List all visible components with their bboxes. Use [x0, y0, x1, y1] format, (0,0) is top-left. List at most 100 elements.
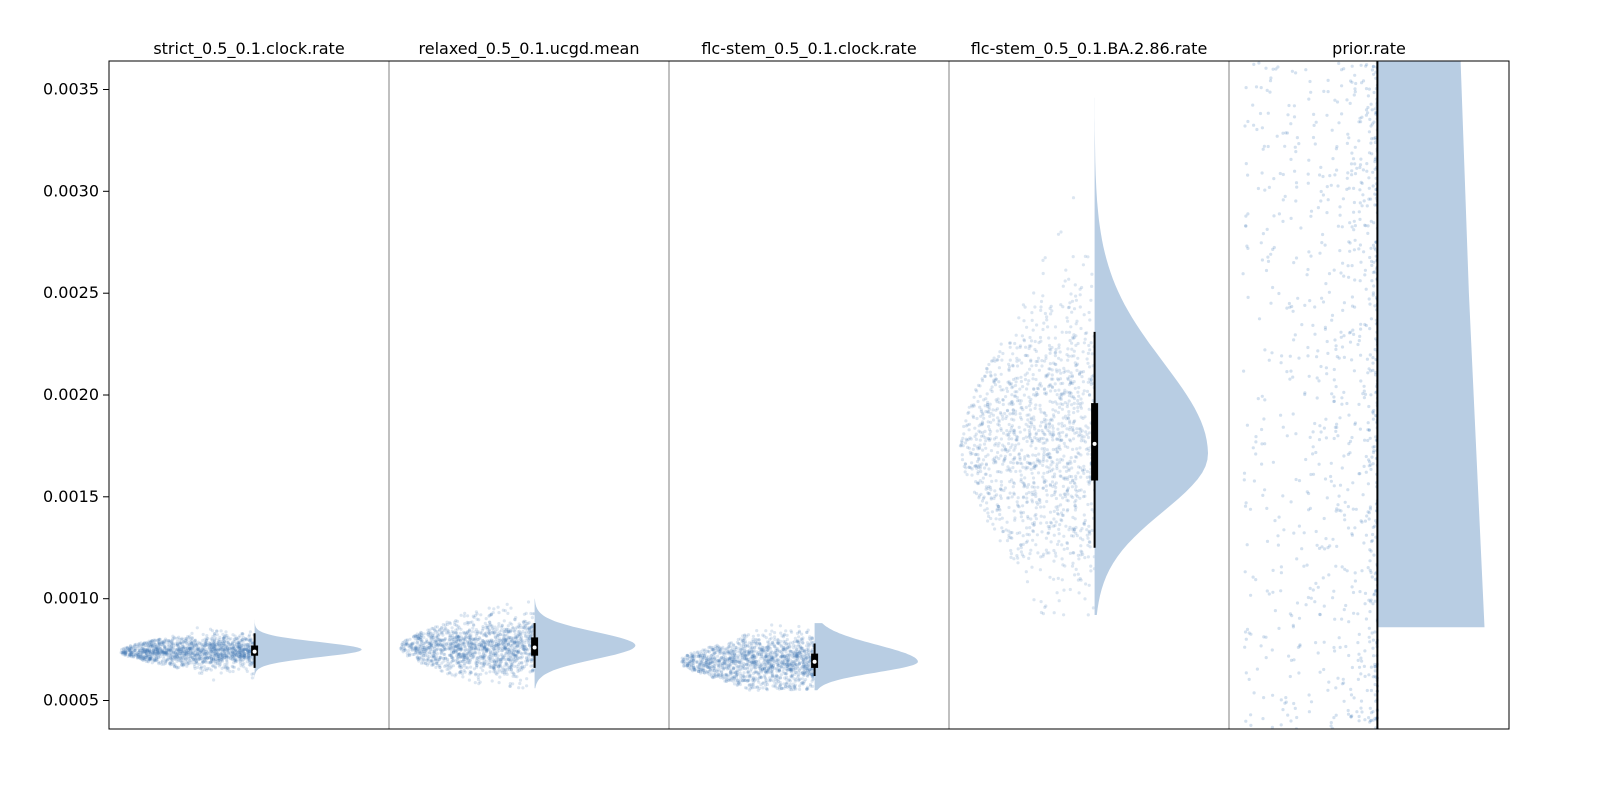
strip-point	[763, 674, 766, 677]
strip-point	[249, 641, 252, 644]
strip-point	[1058, 435, 1061, 438]
strip-point	[1005, 415, 1008, 418]
strip-point	[717, 673, 720, 676]
strip-point	[716, 655, 719, 658]
strip-point	[1035, 506, 1038, 509]
strip-point	[732, 667, 735, 670]
strip-point	[1077, 395, 1080, 398]
strip-point	[247, 656, 250, 659]
strip-point	[492, 611, 495, 614]
panel-3	[680, 623, 918, 692]
strip-point	[493, 631, 496, 634]
strip-point	[194, 642, 197, 645]
strip-point	[770, 650, 773, 653]
panel-1	[120, 609, 362, 684]
strip-point	[754, 641, 757, 644]
strip-point	[528, 626, 531, 629]
strip-point	[1016, 561, 1019, 564]
strip-point	[437, 634, 440, 637]
strip-point	[1066, 547, 1069, 550]
strip-point	[460, 648, 463, 651]
strip-point	[707, 650, 710, 653]
strip-point	[1074, 387, 1077, 390]
strip-point	[1087, 352, 1090, 355]
strip-point	[1031, 377, 1034, 380]
strip-point	[760, 676, 763, 679]
strip-point	[801, 638, 804, 641]
strip-point	[1067, 355, 1070, 358]
plot-area	[120, 61, 1485, 731]
strip-point	[242, 636, 245, 639]
strip-point	[983, 436, 986, 439]
strip-point	[461, 675, 464, 678]
strip-point	[496, 628, 499, 631]
strip-point	[171, 661, 174, 664]
strip-point	[475, 659, 478, 662]
strip-point	[1062, 455, 1065, 458]
strip-point	[523, 613, 526, 616]
strip-point	[1087, 613, 1090, 616]
strip-point	[510, 636, 513, 639]
strip-point	[525, 663, 528, 666]
strip-point	[747, 633, 750, 636]
strip-point	[988, 415, 991, 418]
strip-point	[225, 645, 228, 648]
strip-point	[771, 674, 774, 677]
strip-point	[472, 624, 475, 627]
strip-point	[232, 661, 235, 664]
strip-point	[987, 363, 990, 366]
strip-point	[1061, 431, 1064, 434]
strip-point	[973, 427, 976, 430]
strip-point	[194, 667, 197, 670]
strip-point	[803, 650, 806, 653]
strip-point	[736, 684, 739, 687]
strip-point	[447, 644, 450, 647]
strip-point	[1032, 373, 1035, 376]
strip-point	[800, 633, 803, 636]
strip-point	[455, 642, 458, 645]
strip-point	[1062, 535, 1065, 538]
strip-point	[468, 655, 471, 658]
strip-point	[455, 631, 458, 634]
strip-point	[714, 651, 717, 654]
strip-point	[243, 639, 246, 642]
strip-point	[517, 686, 520, 689]
strip-point	[220, 671, 223, 674]
strip-point	[693, 668, 696, 671]
strip-point	[1028, 336, 1031, 339]
strip-point	[714, 662, 717, 665]
strip-point	[733, 675, 736, 678]
strip-point	[765, 681, 768, 684]
strip-point	[474, 637, 477, 640]
strip-point	[483, 656, 486, 659]
strip-point	[984, 397, 987, 400]
strip-point	[203, 665, 206, 668]
strip-point	[201, 659, 204, 662]
strip-point	[1061, 496, 1064, 499]
strip-point	[469, 633, 472, 636]
strip-point	[1073, 397, 1076, 400]
strip-point	[237, 668, 240, 671]
strip-point	[964, 419, 967, 422]
strip-point	[1035, 323, 1038, 326]
strip-point	[774, 685, 777, 688]
strip-point	[457, 661, 460, 664]
strip-point	[1049, 352, 1052, 355]
strip-point	[226, 661, 229, 664]
strip-point	[1068, 428, 1071, 431]
strip-point	[217, 655, 220, 658]
strip-point	[761, 634, 764, 637]
strip-point	[238, 645, 241, 648]
strip-point	[738, 651, 741, 654]
strip-point	[1069, 292, 1072, 295]
strip-point	[478, 652, 481, 655]
strip-point	[710, 646, 713, 649]
strip-point	[222, 636, 225, 639]
strip-point	[731, 646, 734, 649]
strip-point	[249, 637, 252, 640]
strip-point	[987, 420, 990, 423]
strip-point	[786, 634, 789, 637]
strip-point	[1026, 580, 1029, 583]
strip-point	[139, 656, 142, 659]
strip-point	[241, 659, 244, 662]
